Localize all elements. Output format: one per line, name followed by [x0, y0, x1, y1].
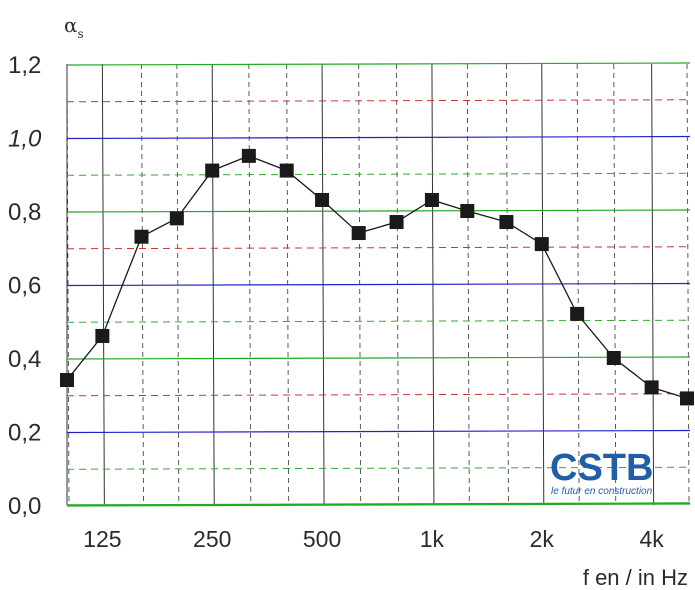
logo-tagline: le futur en construction: [551, 486, 653, 497]
vertical-grid-line: [651, 63, 655, 506]
minor-grid-line: [66, 319, 691, 323]
horizontal-grid: [66, 62, 691, 507]
data-point-marker: [60, 373, 74, 388]
data-point-marker: [351, 226, 366, 241]
y-axis-label: αs: [64, 13, 84, 41]
minor-grid-line: [66, 466, 691, 470]
data-point-marker: [499, 215, 514, 230]
cstb-logo: CSTB le futur en construction: [550, 447, 653, 497]
vertical-grid-line: [101, 63, 105, 506]
y-tick-label: 0,4: [8, 346, 41, 373]
data-point-marker: [389, 215, 404, 230]
major-grid-line: [66, 429, 691, 434]
data-point-marker: [460, 204, 475, 218]
logo-text: CSTB: [550, 447, 653, 489]
data-point-marker: [644, 380, 659, 395]
y-tick-labels: 0,0 0,2 0,4 0,6 0,8 1,0 1,2: [8, 52, 42, 520]
vertical-grid-line: [576, 63, 580, 506]
data-point-marker: [169, 211, 184, 226]
minor-grid-line: [66, 172, 691, 176]
x-tick-label: 4k: [639, 526, 664, 552]
data-point-marker: [534, 237, 549, 252]
major-grid-line: [66, 62, 691, 66]
x-tick-label: 500: [303, 526, 341, 552]
data-point-marker: [315, 192, 330, 207]
data-point-marker: [570, 306, 585, 321]
major-grid-line: [66, 503, 691, 507]
data-point-marker: [241, 148, 256, 163]
x-tick-label: 1k: [420, 526, 445, 552]
data-point-marker: [606, 351, 621, 365]
data-point-marker: [95, 328, 110, 343]
data-point-marker: [279, 163, 294, 178]
major-grid-line: [66, 356, 691, 360]
data-point-marker: [205, 163, 220, 178]
minor-grid-line: [66, 246, 691, 250]
x-tick-labels: 125 250 500 1k 2k 4k: [83, 526, 664, 552]
series-line: [66, 155, 688, 400]
minor-grid-line: [66, 393, 691, 397]
x-axis-label: f en / in Hz: [583, 565, 688, 590]
x-axis-line: [66, 502, 691, 506]
data-point-marker: [680, 391, 694, 406]
vertical-grid-line: [176, 63, 180, 506]
x-tick-label: 125: [83, 526, 121, 552]
x-tick-label: 250: [193, 526, 231, 552]
y-tick-label: 0,0: [8, 493, 41, 520]
vertical-grid-line: [141, 63, 144, 506]
y-tick-label: 1,0: [8, 126, 42, 153]
minor-grid-line: [66, 99, 691, 103]
x-tick-label: 2k: [530, 526, 555, 552]
vertical-grid-line: [613, 63, 617, 506]
major-grid-line: [66, 209, 691, 213]
vertical-grid-line: [686, 63, 690, 506]
major-grid-line: [66, 282, 691, 287]
y-tick-label: 1,2: [8, 52, 41, 79]
data-point-marker: [424, 192, 439, 207]
data-series: [60, 148, 694, 406]
major-grid-line: [66, 135, 691, 140]
data-point-marker: [134, 229, 149, 244]
y-tick-label: 0,6: [8, 273, 41, 300]
y-tick-label: 0,8: [8, 199, 41, 226]
y-tick-label: 0,2: [8, 420, 41, 447]
